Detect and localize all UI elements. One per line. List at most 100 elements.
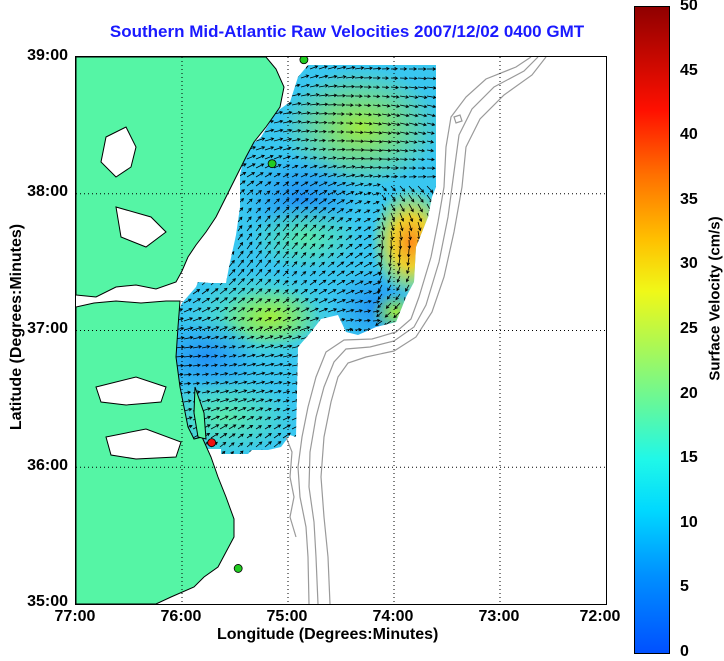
velocity-vector [408, 174, 417, 179]
velocity-vector [246, 268, 254, 277]
velocity-vector [435, 401, 436, 405]
velocity-vector [264, 232, 271, 241]
velocity-vector [417, 148, 426, 153]
velocity-vector [300, 345, 311, 349]
radar-station-marker[interactable] [299, 57, 309, 65]
velocity-vector [309, 399, 319, 403]
velocity-vector [300, 261, 307, 268]
velocity-vector [291, 261, 298, 268]
velocity-vector [273, 317, 282, 322]
velocity-vector [309, 262, 316, 268]
velocity-vector [210, 372, 219, 376]
velocity-vector [264, 371, 275, 376]
velocity-vector [264, 206, 271, 214]
land-masses [76, 57, 285, 604]
radar-station-marker[interactable] [233, 564, 243, 573]
velocity-vector [354, 373, 365, 378]
velocity-vector [192, 363, 201, 368]
velocity-vector [372, 113, 382, 117]
velocity-vector [327, 225, 335, 232]
velocity-vector [327, 235, 334, 241]
velocity-vector [264, 269, 272, 277]
velocity-vector [183, 407, 193, 412]
velocity-vector [291, 241, 298, 250]
velocity-vector [363, 318, 371, 323]
velocity-vector [255, 278, 263, 286]
colorbar-tick-label: 50 [680, 0, 698, 14]
velocity-vector [264, 146, 275, 151]
velocity-vector [327, 355, 336, 359]
velocity-vector [399, 391, 407, 396]
velocity-vector [228, 336, 236, 340]
velocity-vector [318, 326, 329, 331]
velocity-vector [354, 218, 362, 223]
velocity-vector [424, 257, 429, 265]
velocity-vector [210, 224, 217, 232]
velocity-vector [228, 234, 234, 241]
velocity-vector [246, 335, 255, 340]
velocity-vector [435, 392, 436, 396]
velocity-vector [408, 443, 419, 448]
velocity-vector [264, 128, 275, 133]
velocity-vector [354, 318, 363, 323]
velocity-vector [300, 102, 311, 106]
velocity-vector [363, 200, 371, 205]
velocity-vector [300, 424, 310, 430]
velocity-vector [345, 208, 353, 214]
x-tick-label: 74:00 [372, 608, 414, 625]
velocity-vector [417, 86, 428, 90]
velocity-vector [273, 223, 281, 232]
velocity-vector [380, 239, 385, 250]
velocity-vector [273, 182, 280, 187]
velocity-vector [327, 93, 338, 98]
velocity-vector [300, 326, 311, 331]
velocity-vector [399, 85, 409, 90]
velocity-vector [390, 221, 395, 232]
velocity-vector [372, 66, 382, 71]
velocity-vector [435, 174, 436, 179]
velocity-vector [363, 435, 372, 439]
velocity-vector [336, 147, 346, 152]
radar-station-marker[interactable] [207, 438, 217, 448]
velocity-vector [390, 409, 399, 414]
velocity-vector [300, 74, 310, 79]
velocity-vector [228, 406, 238, 412]
velocity-vector [228, 307, 237, 313]
velocity-vector [336, 434, 345, 439]
velocity-vector [264, 259, 272, 268]
velocity-vector [426, 365, 434, 369]
velocity-vector [300, 92, 311, 97]
velocity-vector [183, 298, 192, 304]
x-tick-label: 77:00 [54, 608, 96, 625]
velocity-vector [309, 189, 319, 196]
velocity-vector [417, 122, 427, 127]
velocity-vector [408, 194, 415, 203]
radar-station-marker[interactable] [267, 159, 277, 169]
velocity-vector [336, 336, 345, 341]
velocity-vector [372, 391, 382, 396]
colorbar-label: Surface Velocity (cm/s) [706, 216, 724, 381]
velocity-vector [300, 399, 310, 403]
velocity-vector [390, 443, 401, 448]
velocity-vector [255, 449, 263, 454]
velocity-vector [255, 232, 262, 241]
colorbar-tick-label: 10 [680, 514, 698, 531]
velocity-vector [291, 164, 299, 169]
velocity-vector [255, 207, 261, 214]
velocity-vector [336, 425, 346, 430]
velocity-vector [398, 239, 403, 250]
velocity-vector [372, 243, 382, 250]
velocity-vector [397, 257, 401, 267]
velocity-vector [422, 284, 428, 293]
velocity-vector [300, 206, 309, 214]
velocity-vector [426, 185, 434, 194]
velocity-vector [291, 129, 302, 133]
velocity-vector [408, 140, 418, 144]
velocity-vector [434, 239, 436, 248]
velocity-vector [237, 268, 245, 277]
velocity-vector [336, 261, 345, 268]
x-tick-label: 76:00 [160, 608, 202, 625]
velocity-vector [346, 139, 355, 143]
velocity-vector [318, 253, 325, 259]
velocity-vector [282, 449, 291, 454]
